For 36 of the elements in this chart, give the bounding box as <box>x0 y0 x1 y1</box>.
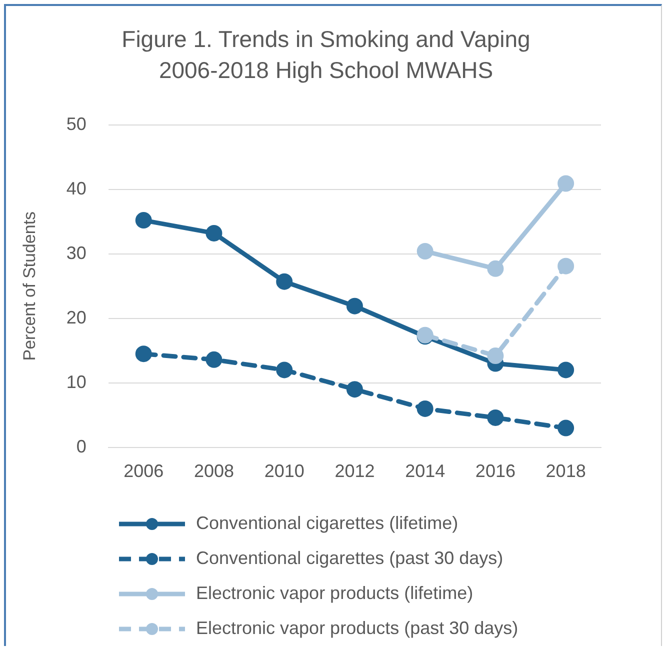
x-tick-label: 2008 <box>194 461 234 482</box>
point <box>135 212 152 229</box>
legend-label: Conventional cigarettes (past 30 days) <box>196 548 504 569</box>
x-tick-label: 2010 <box>264 461 304 482</box>
x-tick-label: 2012 <box>334 461 375 482</box>
point <box>487 409 504 426</box>
legend-label: Conventional cigarettes (lifetime) <box>196 513 458 534</box>
point <box>558 258 574 274</box>
point <box>558 175 574 192</box>
y-tick-label: 50 <box>66 114 86 134</box>
point <box>416 243 434 260</box>
chart-title: Figure 1. Trends in Smoking and Vaping 2006-2018 High School MWAHS <box>120 25 532 85</box>
point <box>206 224 222 242</box>
point <box>416 400 434 417</box>
point <box>487 348 504 364</box>
point <box>346 381 363 398</box>
point <box>558 362 574 378</box>
point <box>276 273 293 290</box>
point <box>135 346 152 362</box>
y-tick-label: 10 <box>66 372 86 392</box>
legend-label: Electronic vapor products (past 30 days) <box>196 618 518 639</box>
point <box>206 351 222 368</box>
x-tick-label: 2018 <box>546 461 586 482</box>
x-tick-label: 2016 <box>475 461 516 482</box>
point <box>276 362 293 378</box>
y-axis-title: Percent of Students <box>20 211 39 361</box>
x-tick-label: 2006 <box>124 461 164 482</box>
y-tick-label: 20 <box>66 307 86 328</box>
y-tick-label: 0 <box>76 436 86 456</box>
x-tick-label: 2014 <box>405 461 446 482</box>
legend-label: Electronic vapor products (lifetime) <box>196 583 474 604</box>
point <box>487 260 504 277</box>
y-tick-label: 40 <box>66 178 86 198</box>
point <box>558 420 574 436</box>
point <box>346 298 363 314</box>
y-tick-label: 30 <box>66 242 86 263</box>
